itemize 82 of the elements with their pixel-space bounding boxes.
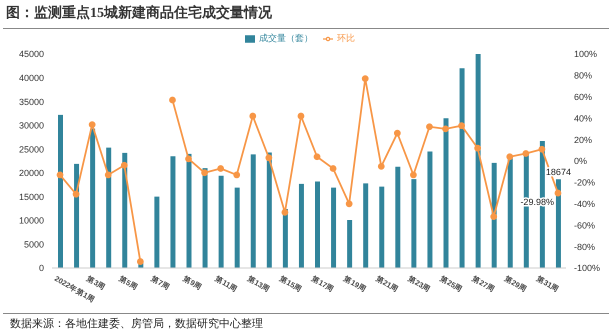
bar — [250, 154, 256, 268]
y-tick-label: 5000 — [24, 239, 44, 250]
point — [442, 126, 449, 132]
bar — [411, 179, 416, 268]
bar — [476, 54, 481, 268]
point — [201, 169, 208, 176]
bar — [460, 68, 465, 268]
bar — [363, 183, 368, 268]
bar — [298, 184, 304, 268]
y-tick-label: 0 — [38, 263, 44, 274]
point — [410, 172, 417, 178]
y2-tick-label: -80% — [574, 242, 596, 252]
y2-tick-label: -20% — [574, 178, 596, 188]
point — [426, 123, 433, 130]
point — [282, 208, 288, 216]
point — [346, 200, 353, 208]
y2-tick-label: 60% — [574, 92, 592, 102]
point — [458, 122, 465, 130]
bar — [186, 154, 192, 268]
y2-tick-label: 0% — [574, 156, 588, 166]
source-note: 数据来源：各地住建委、房管局，数据研究中心整理 — [10, 316, 263, 331]
point — [330, 165, 336, 172]
point — [538, 146, 546, 153]
point — [136, 258, 144, 265]
y-tick-label: 20000 — [18, 168, 44, 178]
bar — [202, 168, 208, 268]
point — [378, 162, 385, 170]
point — [88, 121, 96, 128]
y2-tick-label: 100% — [574, 49, 598, 60]
bar — [234, 188, 240, 268]
y-tick-label: 35000 — [18, 96, 44, 107]
point — [394, 130, 401, 137]
y-tick-label: 30000 — [18, 120, 44, 131]
y2-tick-label: 40% — [574, 113, 592, 124]
point — [120, 162, 128, 169]
y2-tick-label: 20% — [574, 134, 592, 145]
y2-tick-label: -60% — [574, 220, 596, 230]
bar — [556, 179, 561, 268]
bar — [106, 148, 112, 268]
point — [233, 172, 240, 178]
bar — [444, 118, 448, 268]
bar — [395, 166, 400, 268]
y2-tick-label: -100% — [574, 263, 600, 274]
point — [72, 190, 80, 198]
point — [522, 150, 530, 157]
legend-label: 环比 — [337, 33, 355, 43]
bar — [154, 196, 160, 268]
point — [474, 144, 482, 152]
point — [554, 190, 562, 196]
point — [249, 112, 256, 120]
bar — [508, 157, 513, 268]
bar — [331, 188, 336, 268]
bar — [170, 156, 176, 268]
bar — [379, 186, 384, 268]
y-tick-label: 10000 — [18, 216, 44, 226]
y-tick-label: 45000 — [18, 49, 44, 60]
legend-label: 成交量（套） — [259, 33, 313, 43]
bar — [58, 114, 63, 268]
bar — [90, 128, 96, 268]
y2-tick-label: -40% — [574, 198, 596, 209]
point — [104, 172, 112, 178]
y-tick-label: 40000 — [18, 72, 44, 83]
bar — [347, 220, 352, 268]
bar — [74, 164, 80, 268]
point — [185, 155, 192, 162]
point — [265, 154, 272, 162]
point — [506, 153, 514, 160]
bar — [218, 176, 224, 268]
bar — [315, 181, 320, 268]
point — [298, 112, 304, 120]
bar — [427, 151, 432, 268]
point — [490, 213, 498, 220]
point — [314, 153, 320, 160]
point — [362, 75, 369, 82]
point — [56, 172, 64, 178]
bar — [266, 152, 272, 268]
point — [169, 96, 176, 104]
chart-title: 图：监测重点15城新建商品住宅成交量情况 — [6, 4, 272, 22]
y-tick-label: 15000 — [18, 192, 44, 202]
point — [217, 165, 224, 172]
y-tick-label: 25000 — [18, 144, 44, 154]
y2-tick-label: 80% — [574, 70, 592, 81]
